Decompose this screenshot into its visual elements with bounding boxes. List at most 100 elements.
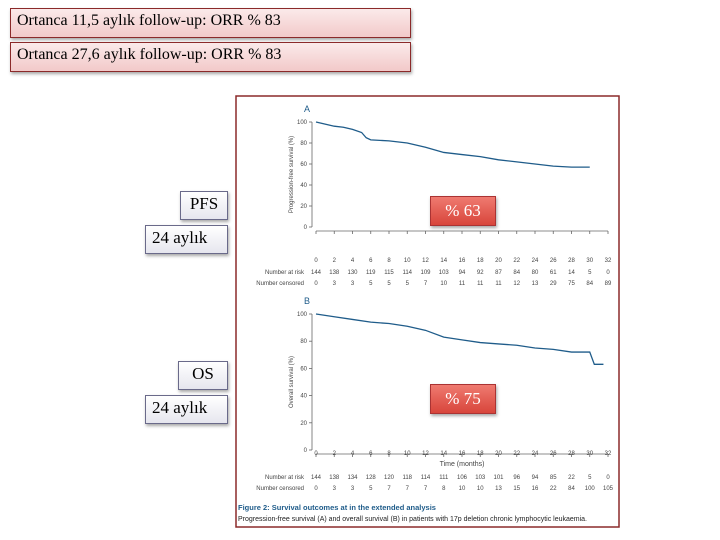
risk-value: 0 <box>314 486 318 492</box>
risk-value: 120 <box>384 475 395 481</box>
risk-value: 134 <box>347 475 358 481</box>
risk-value: 114 <box>421 475 431 481</box>
risk-value: 0 <box>606 270 610 276</box>
pfs-label: PFS <box>180 191 228 220</box>
risk-value: 11 <box>477 281 484 287</box>
x-tick-label: 2 <box>333 258 337 264</box>
risk-value: 7 <box>406 486 410 492</box>
x-tick-label: 32 <box>605 258 612 264</box>
risk-row-label: Number at risk <box>265 270 305 276</box>
y-tick-label: 20 <box>300 204 307 210</box>
risk-value: 128 <box>366 475 377 481</box>
risk-value: 10 <box>477 486 484 492</box>
risk-value: 111 <box>439 475 449 481</box>
x-tick-label: 10 <box>404 451 411 457</box>
risk-value: 138 <box>329 270 340 276</box>
y-axis-title: Progression-free survival (%) <box>289 136 295 213</box>
risk-value: 75 <box>568 281 575 287</box>
risk-value: 13 <box>495 486 502 492</box>
risk-value: 5 <box>369 281 373 287</box>
risk-value: 7 <box>387 486 391 492</box>
x-tick-label: 20 <box>495 451 502 457</box>
risk-value: 3 <box>351 486 355 492</box>
risk-value: 89 <box>605 281 612 287</box>
x-tick-label: 12 <box>422 451 429 457</box>
x-tick-label: 32 <box>605 451 612 457</box>
risk-value: 12 <box>513 281 520 287</box>
risk-value: 115 <box>384 270 394 276</box>
x-tick-label: 28 <box>568 451 575 457</box>
risk-value: 5 <box>369 486 373 492</box>
x-tick-label: 6 <box>369 258 373 264</box>
risk-value: 3 <box>351 281 355 287</box>
risk-value: 11 <box>495 281 502 287</box>
panel-label: A <box>304 104 310 114</box>
risk-value: 84 <box>568 486 575 492</box>
x-tick-label: 4 <box>351 258 355 264</box>
y-tick-label: 80 <box>300 339 307 345</box>
risk-value: 5 <box>588 475 592 481</box>
x-tick-label: 8 <box>387 451 391 457</box>
x-tick-label: 0 <box>314 258 318 264</box>
y-tick-label: 60 <box>300 366 307 372</box>
pfs-value: % 63 <box>430 196 496 226</box>
risk-value: 103 <box>439 270 450 276</box>
x-tick-label: 30 <box>586 451 593 457</box>
risk-value: 105 <box>603 486 614 492</box>
x-tick-label: 10 <box>404 258 411 264</box>
risk-value: 84 <box>586 281 593 287</box>
x-tick-label: 0 <box>314 451 318 457</box>
y-tick-label: 80 <box>300 141 307 147</box>
risk-value: 5 <box>588 270 592 276</box>
y-tick-label: 20 <box>300 421 307 427</box>
risk-value: 106 <box>457 475 468 481</box>
risk-value: 0 <box>314 281 318 287</box>
survival-line <box>315 121 590 168</box>
risk-value: 13 <box>532 281 539 287</box>
x-tick-label: 14 <box>440 451 447 457</box>
risk-value: 7 <box>424 486 428 492</box>
y-tick-label: 0 <box>304 225 308 231</box>
risk-value: 109 <box>420 270 431 276</box>
x-tick-label: 16 <box>459 451 466 457</box>
x-tick-label: 16 <box>459 258 466 264</box>
caption-title: Figure 2: Survival outcomes at in the ex… <box>238 503 436 512</box>
x-tick-label: 30 <box>586 258 593 264</box>
risk-row-label: Number censored <box>256 486 304 492</box>
risk-value: 10 <box>459 486 466 492</box>
risk-value: 87 <box>495 270 502 276</box>
risk-value: 92 <box>477 270 484 276</box>
y-tick-label: 60 <box>300 162 307 168</box>
risk-value: 14 <box>568 270 575 276</box>
risk-value: 11 <box>459 281 466 287</box>
x-tick-label: 12 <box>422 258 429 264</box>
risk-row-label: Number censored <box>256 281 304 287</box>
risk-value: 94 <box>532 475 539 481</box>
x-tick-label: 22 <box>513 451 520 457</box>
x-tick-label: 28 <box>568 258 575 264</box>
risk-value: 7 <box>424 281 428 287</box>
y-tick-label: 0 <box>304 448 308 454</box>
risk-row-label: Number at risk <box>265 475 305 481</box>
risk-value: 22 <box>568 475 575 481</box>
x-tick-label: 24 <box>532 451 539 457</box>
risk-value: 101 <box>493 475 504 481</box>
header-box: Ortanca 27,6 aylık follow-up: ORR % 83 <box>10 42 411 72</box>
risk-value: 80 <box>532 270 539 276</box>
risk-value: 15 <box>513 486 520 492</box>
x-tick-label: 2 <box>333 451 337 457</box>
risk-value: 5 <box>406 281 410 287</box>
risk-value: 8 <box>442 486 446 492</box>
risk-value: 84 <box>513 270 520 276</box>
pfs-period: 24 aylık <box>145 225 228 254</box>
y-tick-label: 100 <box>297 312 308 318</box>
y-tick-label: 100 <box>297 120 308 126</box>
x-tick-label: 8 <box>387 258 391 264</box>
risk-value: 144 <box>311 270 322 276</box>
x-tick-label: 14 <box>440 258 447 264</box>
risk-value: 22 <box>550 486 557 492</box>
x-tick-label: 24 <box>532 258 539 264</box>
risk-value: 3 <box>333 281 337 287</box>
